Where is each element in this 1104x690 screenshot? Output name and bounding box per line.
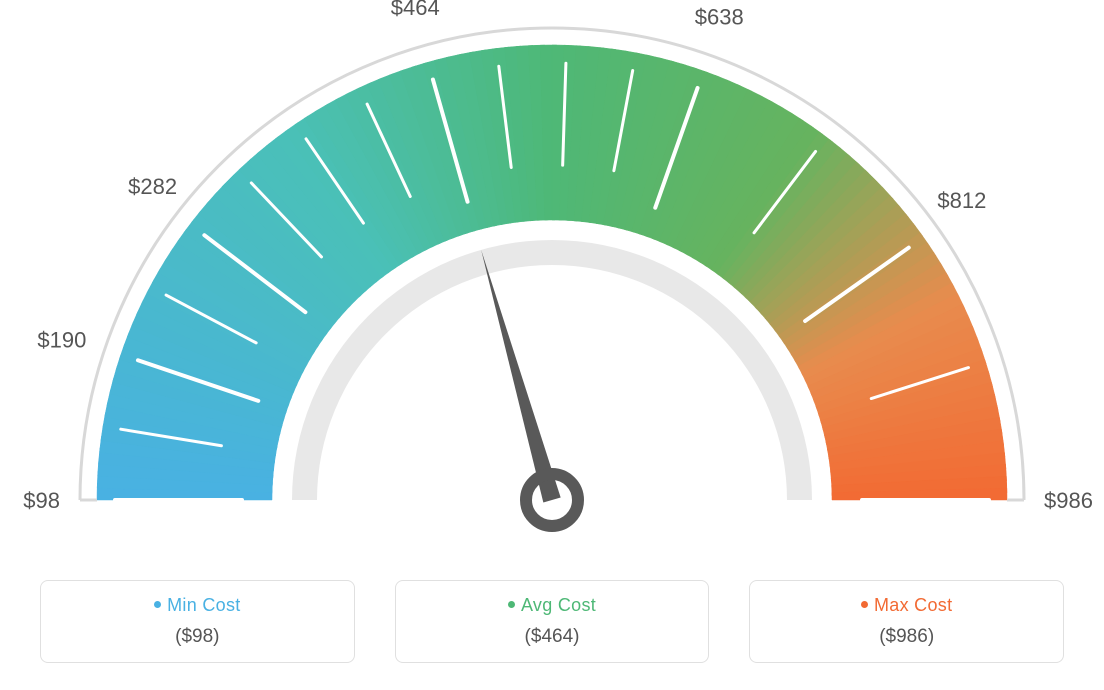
- svg-text:$282: $282: [128, 174, 177, 199]
- svg-text:$98: $98: [23, 488, 60, 513]
- legend-min-label: Min Cost: [167, 595, 240, 615]
- legend-avg-value: ($464): [406, 626, 699, 648]
- legend-max-value: ($986): [760, 626, 1053, 648]
- legend-min-title: Min Cost: [51, 595, 344, 616]
- legend-avg-card: Avg Cost ($464): [395, 580, 710, 663]
- gauge-svg: $98 $190 $282 $464 $638 $812 $986: [0, 0, 1104, 560]
- svg-text:$638: $638: [695, 5, 744, 30]
- legend-avg-dot-icon: [508, 601, 515, 608]
- legend-max-card: Max Cost ($986): [749, 580, 1064, 663]
- legend-max-title: Max Cost: [760, 595, 1053, 616]
- legend-max-dot-icon: [861, 601, 868, 608]
- svg-text:$812: $812: [937, 188, 986, 213]
- gauge-chart: $98 $190 $282 $464 $638 $812 $986: [0, 0, 1104, 560]
- svg-text:$986: $986: [1044, 488, 1093, 513]
- legend-min-value: ($98): [51, 626, 344, 648]
- legend-row: Min Cost ($98) Avg Cost ($464) Max Cost …: [0, 580, 1104, 663]
- legend-min-card: Min Cost ($98): [40, 580, 355, 663]
- gauge-needle: [481, 250, 560, 503]
- svg-text:$464: $464: [391, 0, 440, 20]
- legend-max-label: Max Cost: [874, 595, 952, 615]
- legend-avg-title: Avg Cost: [406, 595, 699, 616]
- legend-min-dot-icon: [154, 601, 161, 608]
- svg-text:$190: $190: [37, 327, 86, 352]
- legend-avg-label: Avg Cost: [521, 595, 596, 615]
